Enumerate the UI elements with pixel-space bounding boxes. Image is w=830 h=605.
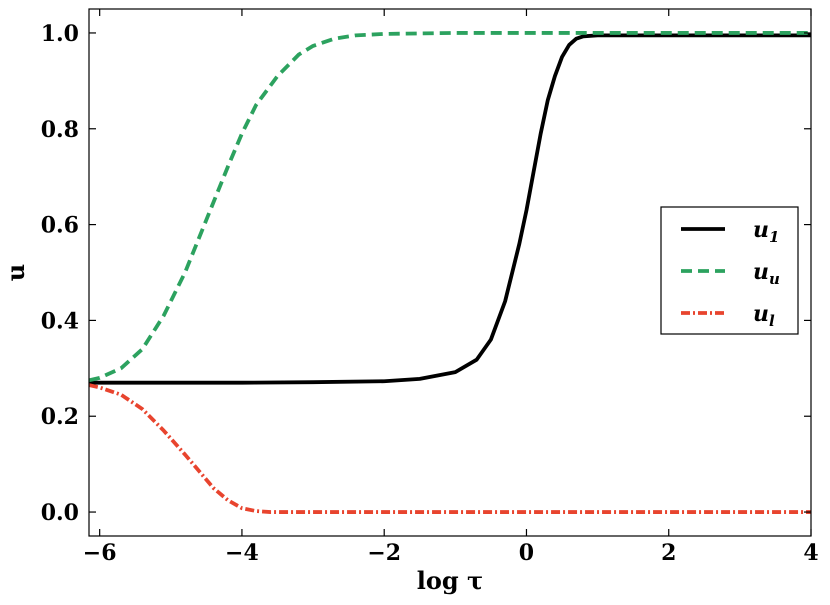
series-line-uu [89,31,811,383]
y-tick-label: 1.0 [41,21,79,47]
series-layer [89,31,811,514]
y-tick-label: 0.6 [41,213,79,239]
legend-label-ul: ul [753,301,775,330]
series-line-u1 [89,33,811,385]
x-tick-label: −2 [367,540,401,566]
x-tick-label: 2 [661,540,676,566]
x-axis-label: log τ [417,566,483,595]
y-tick-label: 0.2 [41,404,79,430]
legend: u1 uu ul [660,206,799,335]
y-tick-label: 0.4 [41,308,79,334]
y-tick-label: 0.8 [41,117,79,143]
legend-label-uu: uu [753,259,780,288]
legend-label-u1: u1 [753,217,779,246]
tick-layer: −6 −4 −2 0 2 4 0.0 0.2 0.4 0.6 0.8 1.0 [41,9,819,566]
series-line-ul [89,383,811,514]
y-tick-label: 0.0 [41,500,79,526]
x-tick-label: −6 [83,540,117,566]
x-tick-label: 0 [519,540,534,566]
x-tick-label: −4 [225,540,259,566]
plot-frame [88,8,812,537]
y-axis-label: u [1,264,30,281]
x-tick-label: 4 [803,540,818,566]
